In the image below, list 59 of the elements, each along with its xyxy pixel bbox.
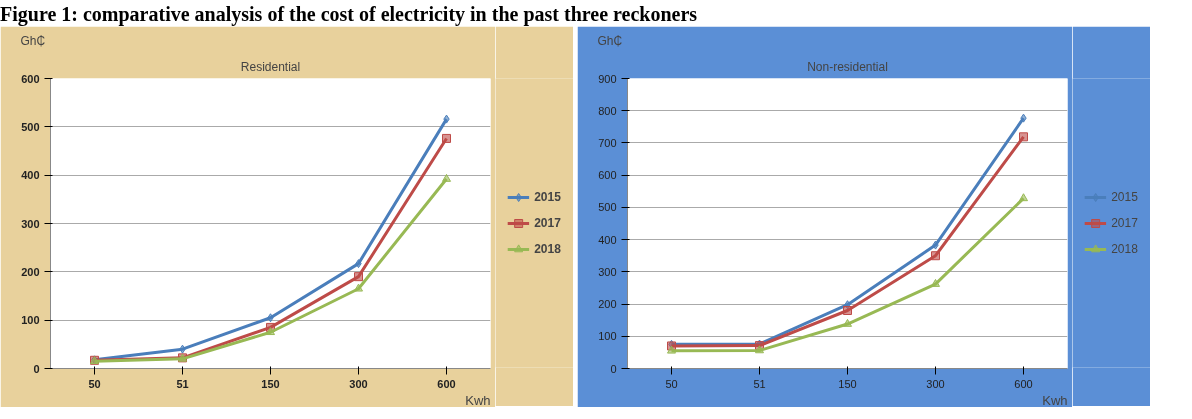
legend-label: 2017 [534,215,561,230]
legend-label: 2015 [534,189,561,204]
legend-label: 2017 [1111,215,1138,230]
point [1019,193,1028,202]
y-tick-label: 0 [610,362,617,375]
x-tick-label: 50 [88,377,101,390]
point [355,259,362,269]
point [442,173,451,182]
y-tick-label: 200 [598,298,617,311]
y-tick-label: 700 [598,136,617,149]
y-axis-title: Gh₵ [597,33,623,48]
y-axis-title: Gh₵ [20,33,46,48]
x-axis-title: Kwh [465,392,491,408]
point [667,345,676,354]
y-tick-label: 600 [21,72,40,85]
y-tick-label: 600 [598,169,617,182]
y-tick-label: 500 [21,120,40,133]
point [755,345,764,354]
point [179,344,186,354]
x-axis-title: Kwh [1042,392,1068,408]
caption: Figure 1: comparative analysis of the cost of electricity in the past three reckoners [0,2,698,28]
x-tick-label: 51 [753,377,766,390]
legend-label: 2015 [1111,189,1138,204]
x-tick-label: 300 [349,377,368,390]
y-tick-label: 100 [21,314,40,327]
point [354,283,363,292]
point [443,114,450,124]
point [843,318,852,327]
point [931,278,940,287]
x-tick-label: 600 [437,377,456,390]
x-tick-label: 600 [1014,377,1033,390]
y-tick-label: 0 [33,362,40,375]
point [932,240,939,250]
point [931,251,940,261]
y-tick-label: 800 [598,104,617,117]
chart-title: Non-residential [807,59,888,74]
point [267,313,274,323]
legend-label: 2018 [1111,241,1138,256]
legend-label: 2018 [534,241,561,256]
point [266,327,275,336]
chart-title: Residential [240,59,301,74]
x-tick-label: 150 [838,377,857,390]
x-tick-label: 300 [926,377,945,390]
y-tick-label: 300 [598,265,617,278]
x-tick-label: 150 [261,377,280,390]
point [843,306,852,315]
y-tick-label: 500 [598,201,617,214]
point [442,133,451,143]
y-tick-label: 300 [21,217,40,230]
point [354,272,363,282]
point [1020,113,1027,123]
y-tick-label: 400 [21,169,40,182]
y-tick-label: 200 [21,265,40,278]
point [1019,132,1028,142]
x-tick-label: 51 [176,377,189,390]
y-tick-label: 400 [598,233,617,246]
y-tick-label: 100 [598,330,617,343]
y-tick-label: 900 [598,72,617,85]
x-tick-label: 50 [665,377,678,390]
